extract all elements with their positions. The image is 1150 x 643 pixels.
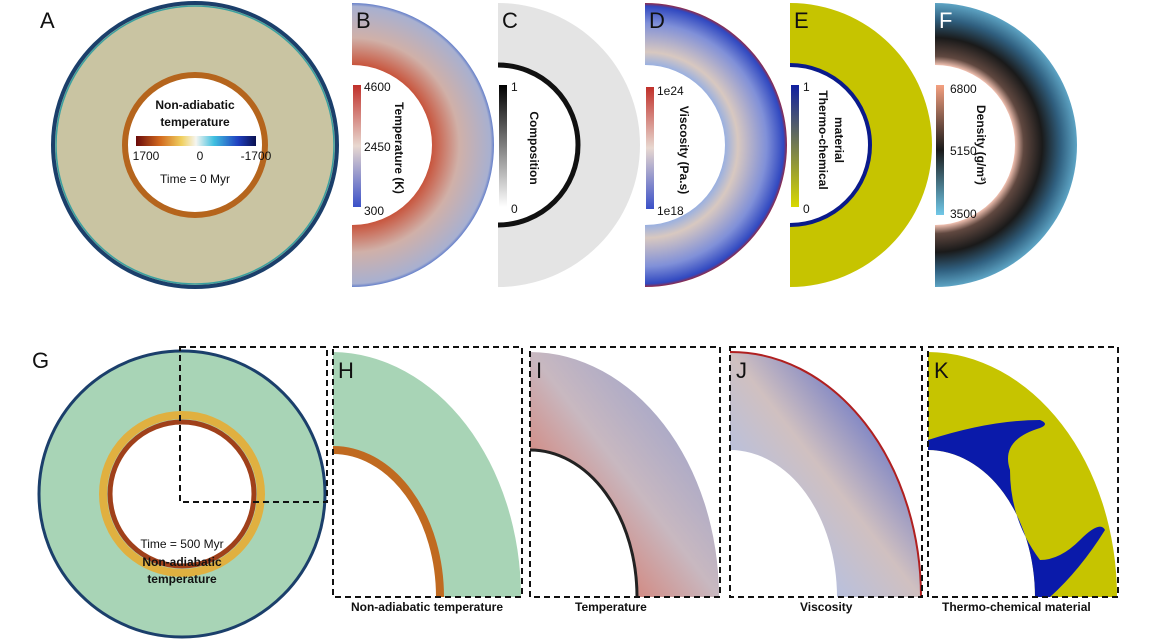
panel-letter: J [736,358,747,383]
title: temperature [147,572,217,586]
tick-label: 1e24 [657,84,684,98]
axis-label: material [832,117,846,163]
half-shell [352,3,494,287]
mantle-rim [55,5,335,285]
panel-letter: D [649,8,665,33]
panel-letter: I [536,358,542,383]
caption: Thermo-chemical material [942,600,1091,614]
half-shell [935,3,1077,287]
tick-label: 1 [803,80,810,94]
title: temperature [160,115,230,129]
tick-label: 2450 [364,140,391,154]
caption: Temperature [575,600,647,614]
zoom-shell [928,352,1118,597]
panel-letter: A [40,8,55,33]
axis-label: Density (g/m³) [974,105,988,185]
panel-letter: G [32,348,49,373]
panel-letter: F [939,8,952,33]
panel-letter: C [502,8,518,33]
outer-rim [729,350,922,598]
axis-label: Composition [527,111,541,184]
half-shell [498,3,640,287]
title: Non-adiabatic [155,98,235,112]
title: Non-adiabatic [142,555,222,569]
plume [928,420,1105,597]
colorbar [353,85,361,207]
zoom-box [729,346,923,598]
tick-label: 6800 [950,82,977,96]
caption: Non-adiabatic temperature [351,600,503,614]
tick-label: -1700 [241,149,272,163]
axis-label: Viscosity (Pa.s) [677,106,691,195]
caption: Viscosity [800,600,853,614]
core-boundary [529,448,639,598]
axis-label: Thermo-chemical [816,90,830,189]
tick-label: 0 [511,202,518,216]
core [107,419,257,569]
time-label: Time = 0 Myr [160,172,230,186]
colorbar [936,85,944,215]
half-shell [790,3,932,287]
colorbar [136,136,256,146]
zoom-shell [530,352,719,597]
zoom-box [927,346,1119,598]
axis-label: Temperature (K) [392,102,406,194]
zoom-box [179,346,328,503]
tick-label: 0 [803,202,810,216]
core-boundary [332,446,444,598]
tick-label: 300 [364,204,384,218]
tick-label: 1e18 [657,204,684,218]
core-boundary [789,63,872,227]
half-shell [645,3,787,287]
core-rim [99,411,265,577]
panel-letter: K [934,358,949,383]
colorbar [499,85,507,207]
colorbar [646,87,654,209]
panel-letter: B [356,8,371,33]
zoom-box [529,346,721,598]
tick-label: 4600 [364,80,391,94]
panel-letter: H [338,358,354,383]
zoom-box [332,346,523,598]
panel-letter: E [794,8,809,33]
zoom-shell [730,351,921,597]
time-label: Time = 500 Myr [140,537,223,551]
tick-label: 1700 [133,149,160,163]
zoom-shell [333,352,521,597]
core-boundary [497,62,581,228]
tick-label: 3500 [950,207,977,221]
tick-label: 5150 [950,144,977,158]
tick-label: 1 [511,80,518,94]
colorbar [791,85,799,207]
tick-label: 0 [197,149,204,163]
